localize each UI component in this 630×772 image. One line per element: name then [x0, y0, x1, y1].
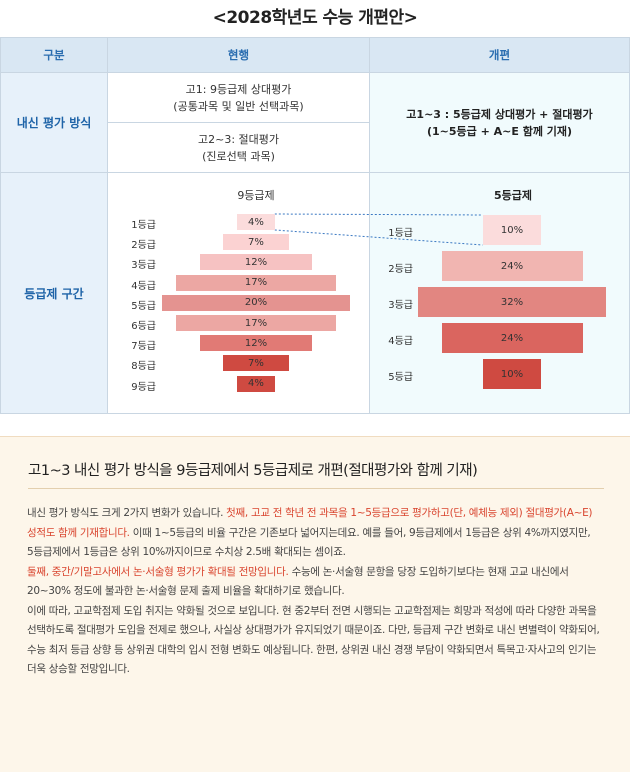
summary-p1-text-a: 내신 평가 방식도 크게 2가지 변화가 있습니다. — [27, 507, 227, 519]
reform-method-line2: (1~5등급 + A~E 함께 기재) — [426, 125, 573, 138]
current-grade23-cell: 고2~3: 절대평가 (진로선택 과목) — [108, 123, 370, 173]
summary-p1-highlight: 첫째, 고교 전 학년 전 과목을 1~5등급으로 평가하고(단, 예체능 제외… — [27, 507, 593, 539]
summary-paragraph-1: 내신 평가 방식도 크게 2가지 변화가 있습니다. 첫째, 고교 전 학년 전… — [27, 504, 607, 563]
current-grade23-line1: 고2~3: 절대평가 — [197, 133, 280, 146]
current-grade23-line2: (진로선택 과목) — [202, 150, 275, 163]
reform-method-line1: 고1~3 : 5등급제 상대평가 + 절대평가 — [406, 108, 593, 121]
header-category: 구분 — [1, 38, 108, 73]
summary-body: 내신 평가 방식도 크게 2가지 변화가 있습니다. 첫째, 고교 전 학년 전… — [27, 504, 607, 680]
header-current: 현행 — [108, 38, 370, 73]
summary-title: 고1~3 내신 평가 방식을 9등급제에서 5등급제로 개편(절대평가와 함께 … — [28, 463, 478, 479]
five-grade-chart-cell — [370, 173, 629, 413]
summary-p1-text-b: 이때 1~5등급의 비율 구간은 기존보다 넓어지는데요. 예를 들어, 9등급… — [27, 526, 591, 559]
comparison-table: 구분 현행 개편 내신 평가 방식 고1: 9등급제 상대평가 (공통과목 및 … — [0, 37, 630, 414]
current-grade1-cell: 고1: 9등급제 상대평가 (공통과목 및 일반 선택과목) — [108, 73, 370, 123]
row-label-grade-bands: 등급제 구간 — [1, 173, 108, 413]
nine-grade-chart-cell — [108, 173, 370, 413]
summary-paragraph-3: 이에 따라, 고교학점제 도입 취지는 약화될 것으로 보입니다. 현 중2부터… — [27, 604, 600, 676]
summary-box: 고1~3 내신 평가 방식을 9등급제에서 5등급제로 개편(절대평가와 함께 … — [0, 436, 630, 772]
row-label-grading-method: 내신 평가 방식 — [1, 73, 108, 173]
header-reform: 개편 — [370, 38, 629, 73]
summary-divider — [28, 488, 604, 489]
page-title: <2028학년도 수능 개편안> — [212, 8, 418, 28]
summary-p2-text-b: 수능에 논·서술형 문항을 당장 도입하기보다는 현재 고교 내신에서 20~3… — [27, 565, 569, 598]
reform-method-cell: 고1~3 : 5등급제 상대평가 + 절대평가 (1~5등급 + A~E 함께 … — [370, 73, 629, 173]
current-grade1-line2: (공통과목 및 일반 선택과목) — [173, 100, 304, 113]
summary-p2-highlight: 둘째, 중간/기말고사에서 논·서술형 평가가 확대될 전망입니다. — [27, 565, 289, 578]
current-grade1-line1: 고1: 9등급제 상대평가 — [185, 83, 292, 96]
summary-paragraph-2: 둘째, 중간/기말고사에서 논·서술형 평가가 확대될 전망입니다. 수능에 논… — [27, 563, 607, 602]
